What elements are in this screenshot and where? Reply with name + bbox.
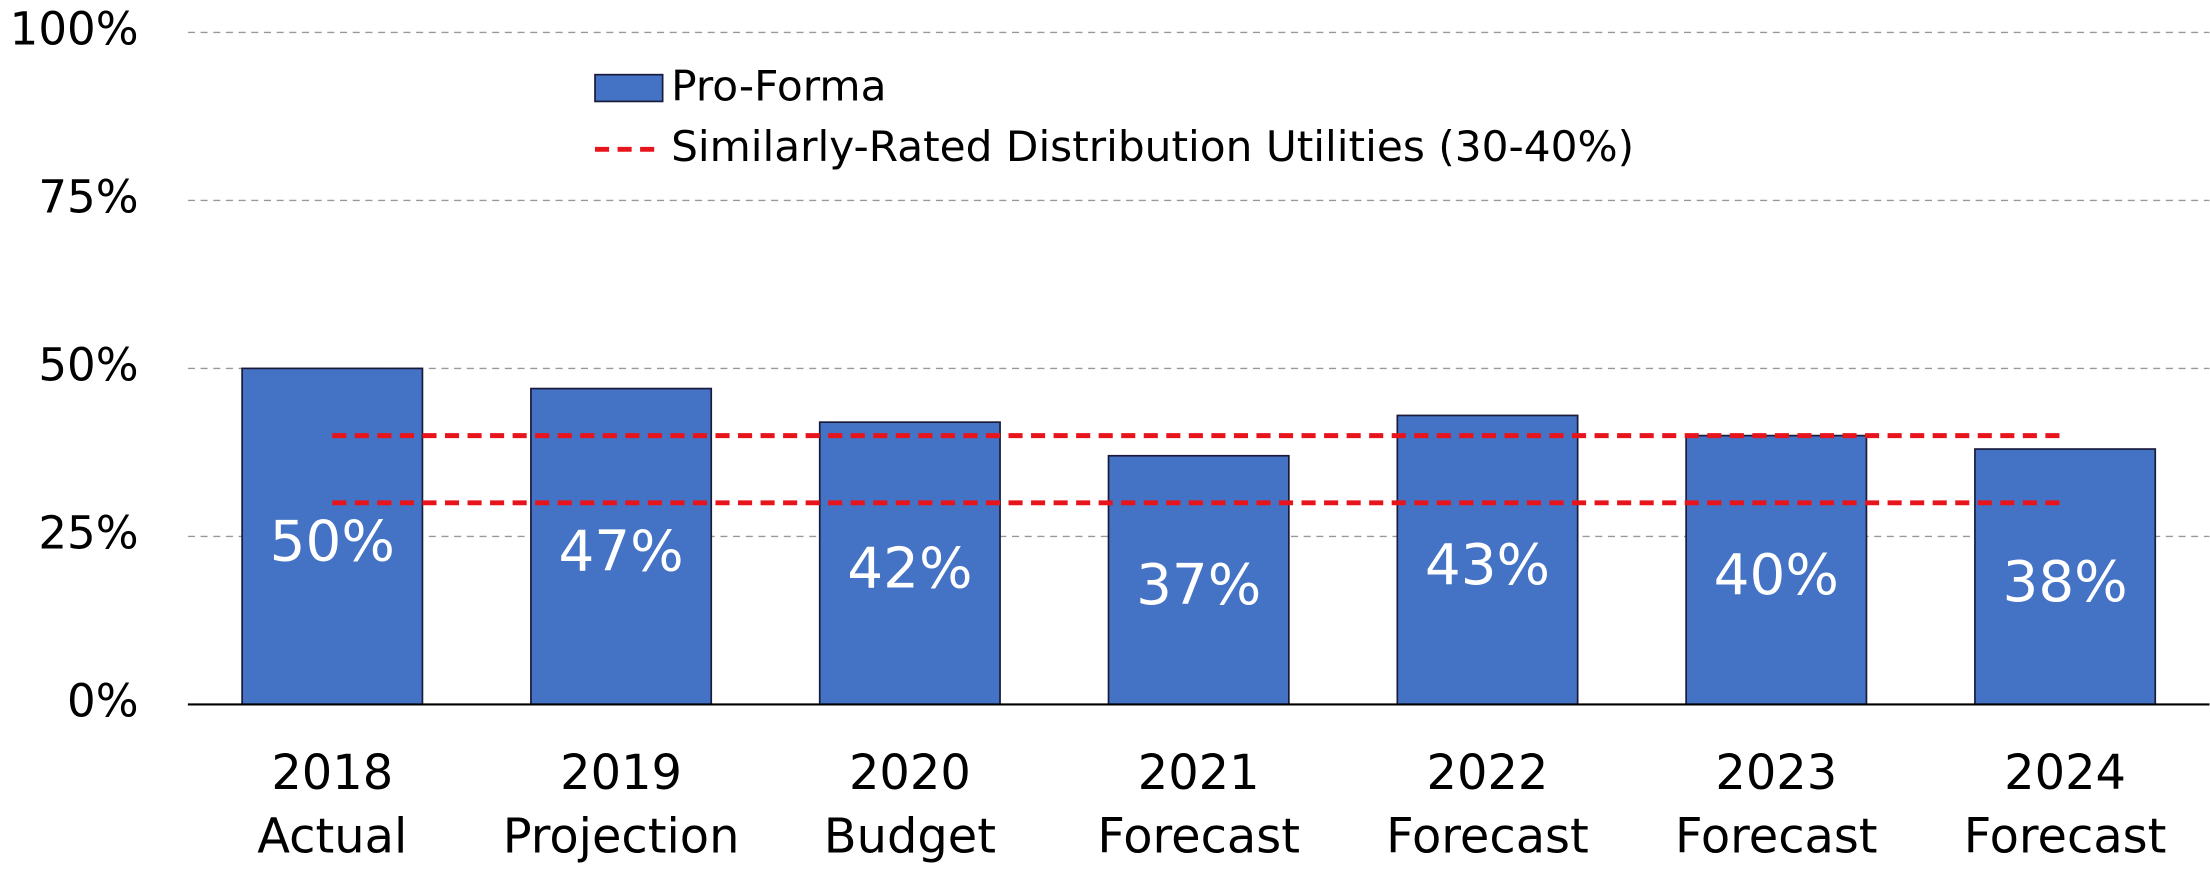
data-label: 38%: [2002, 550, 2127, 615]
x-tick-label: 2021: [1138, 746, 1260, 801]
x-tick-label: 2020: [849, 746, 971, 801]
x-tick-label: Projection: [503, 810, 740, 865]
x-tick-label: 2024: [2004, 746, 2126, 801]
data-label: 37%: [1136, 553, 1261, 618]
bar: [1685, 434, 1868, 706]
x-tick-label: Actual: [257, 810, 407, 865]
legend-label: Pro-Forma: [671, 61, 886, 110]
data-label: 42%: [847, 536, 972, 601]
data-label: 43%: [1425, 533, 1550, 598]
x-tick-label: Forecast: [1964, 810, 2167, 865]
x-tick-label: Budget: [824, 810, 996, 865]
x-tick-label: Forecast: [1675, 810, 1878, 865]
data-label: 40%: [1714, 543, 1839, 608]
data-label: 47%: [558, 520, 683, 585]
bar: [241, 367, 424, 706]
legend-label: Similarly-Rated Distribution Utilities (…: [671, 122, 1634, 171]
data-label: 50%: [270, 509, 395, 574]
x-tick-label: 2019: [560, 746, 682, 801]
x-tick-label: 2023: [1715, 746, 1837, 801]
x-tick-label: Forecast: [1097, 810, 1300, 865]
y-tick-label: 50%: [38, 338, 138, 391]
x-tick-label: 2022: [1427, 746, 1549, 801]
bar: [1107, 454, 1290, 706]
y-tick-label: 25%: [38, 506, 138, 559]
bar: [530, 387, 713, 706]
bar: [818, 421, 1001, 706]
legend-swatch: [594, 73, 664, 103]
x-tick-label: 2018: [271, 746, 393, 801]
y-tick-label: 100%: [10, 2, 139, 55]
bar: [1396, 414, 1579, 706]
x-tick-label: Forecast: [1386, 810, 1589, 865]
y-tick-label: 75%: [38, 170, 138, 223]
y-tick-label: 0%: [67, 674, 139, 727]
